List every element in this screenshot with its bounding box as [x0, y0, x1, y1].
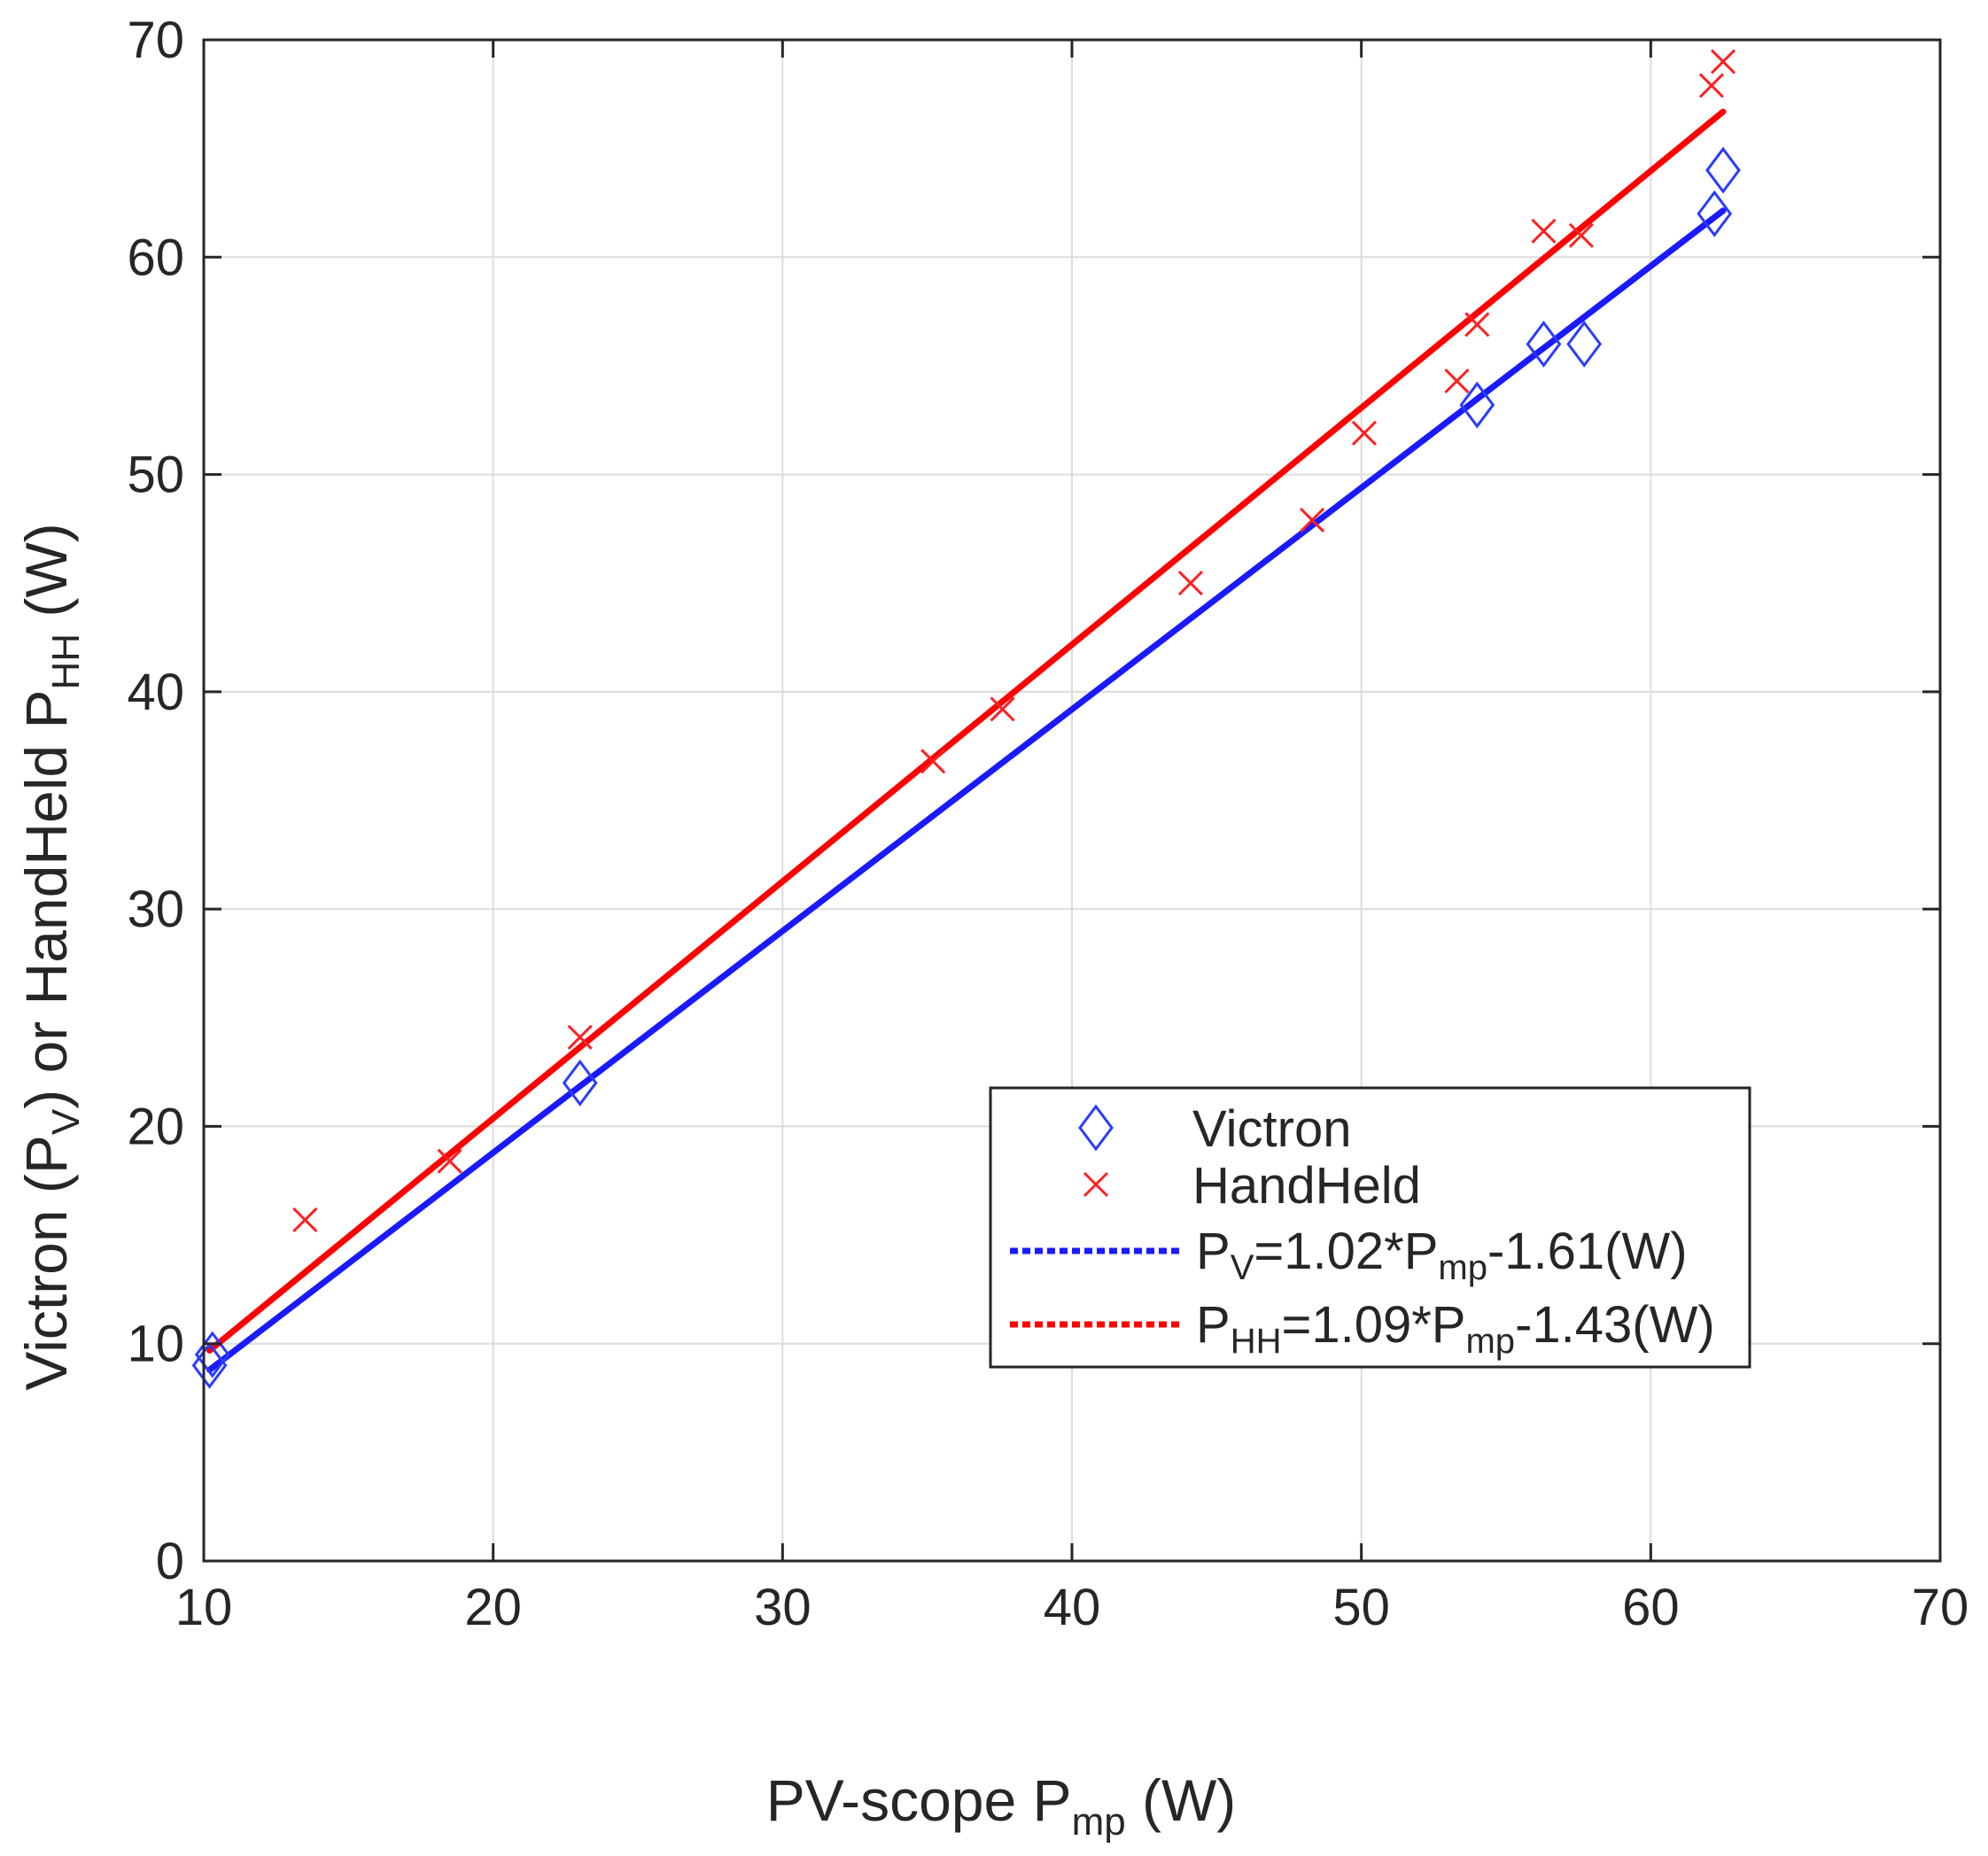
handheld-point: [1568, 222, 1594, 248]
x-tick-label: 10: [175, 1579, 233, 1636]
y-tick-label: 50: [127, 447, 184, 504]
x-tick-label: 20: [464, 1579, 522, 1636]
x-axis-label: PV-scope Pmp (W): [766, 1767, 1237, 1844]
victron-point: [1697, 190, 1733, 237]
victron-fit-line: [206, 207, 1727, 1373]
y-tick-label: 70: [127, 12, 184, 69]
handheld-point: [437, 1148, 462, 1174]
y-tick-label: 30: [127, 881, 184, 938]
victron-point: [1526, 320, 1562, 368]
y-tick-label: 60: [127, 229, 184, 286]
handheld-point: [1444, 369, 1470, 394]
handheld-point: [1531, 218, 1557, 244]
y-tick-label: 0: [156, 1533, 184, 1590]
legend-victron-label: Victron: [1192, 1100, 1351, 1158]
x-tick-label: 60: [1622, 1579, 1680, 1636]
handheld-point: [1464, 312, 1490, 338]
handheld-point: [1351, 420, 1377, 447]
legend-pv-fit-label: PV=1.02*Pmp-1.61(W): [1196, 1223, 1688, 1287]
x-tick-label: 40: [1044, 1579, 1101, 1636]
victron-point: [1705, 146, 1741, 194]
x-tick-label: 50: [1332, 1579, 1390, 1636]
y-tick-label: 20: [127, 1098, 184, 1155]
legend-box: [989, 1086, 1751, 1369]
victron-point: [1566, 320, 1603, 368]
legend-phh-fit-label: PHH=1.09*Pmp-1.43(W): [1196, 1296, 1715, 1361]
legend-victron-marker: [1078, 1104, 1114, 1152]
legend-handheld-marker: [1083, 1171, 1109, 1198]
legend-handheld-label: HandHeld: [1192, 1157, 1421, 1215]
handheld-point: [567, 1024, 593, 1050]
handheld-point: [1300, 508, 1325, 533]
handheld-point: [990, 696, 1015, 722]
victron-point: [562, 1059, 598, 1107]
y-tick-label: 40: [127, 664, 184, 721]
victron-point: [194, 1331, 230, 1378]
handheld-point: [292, 1207, 318, 1232]
handheld-point: [1698, 73, 1724, 98]
axis-ticks: [202, 38, 1942, 1563]
handheld-point: [1710, 49, 1736, 74]
handheld-point: [1177, 571, 1203, 596]
x-tick-label: 70: [1912, 1579, 1969, 1636]
x-tick-label: 30: [754, 1579, 812, 1636]
data-markers: [191, 49, 1741, 1389]
victron-point: [1459, 381, 1495, 429]
y-axis-label: Victron (PV) or HandHeld PHH (W): [13, 523, 88, 1390]
y-tick-label: 10: [127, 1316, 184, 1373]
handheld-point: [920, 749, 946, 774]
legend: Victron HandHeld PV=1.02*Pmp-1.61(W) PHH…: [989, 1086, 1751, 1369]
grid-lines: [203, 39, 1941, 1562]
